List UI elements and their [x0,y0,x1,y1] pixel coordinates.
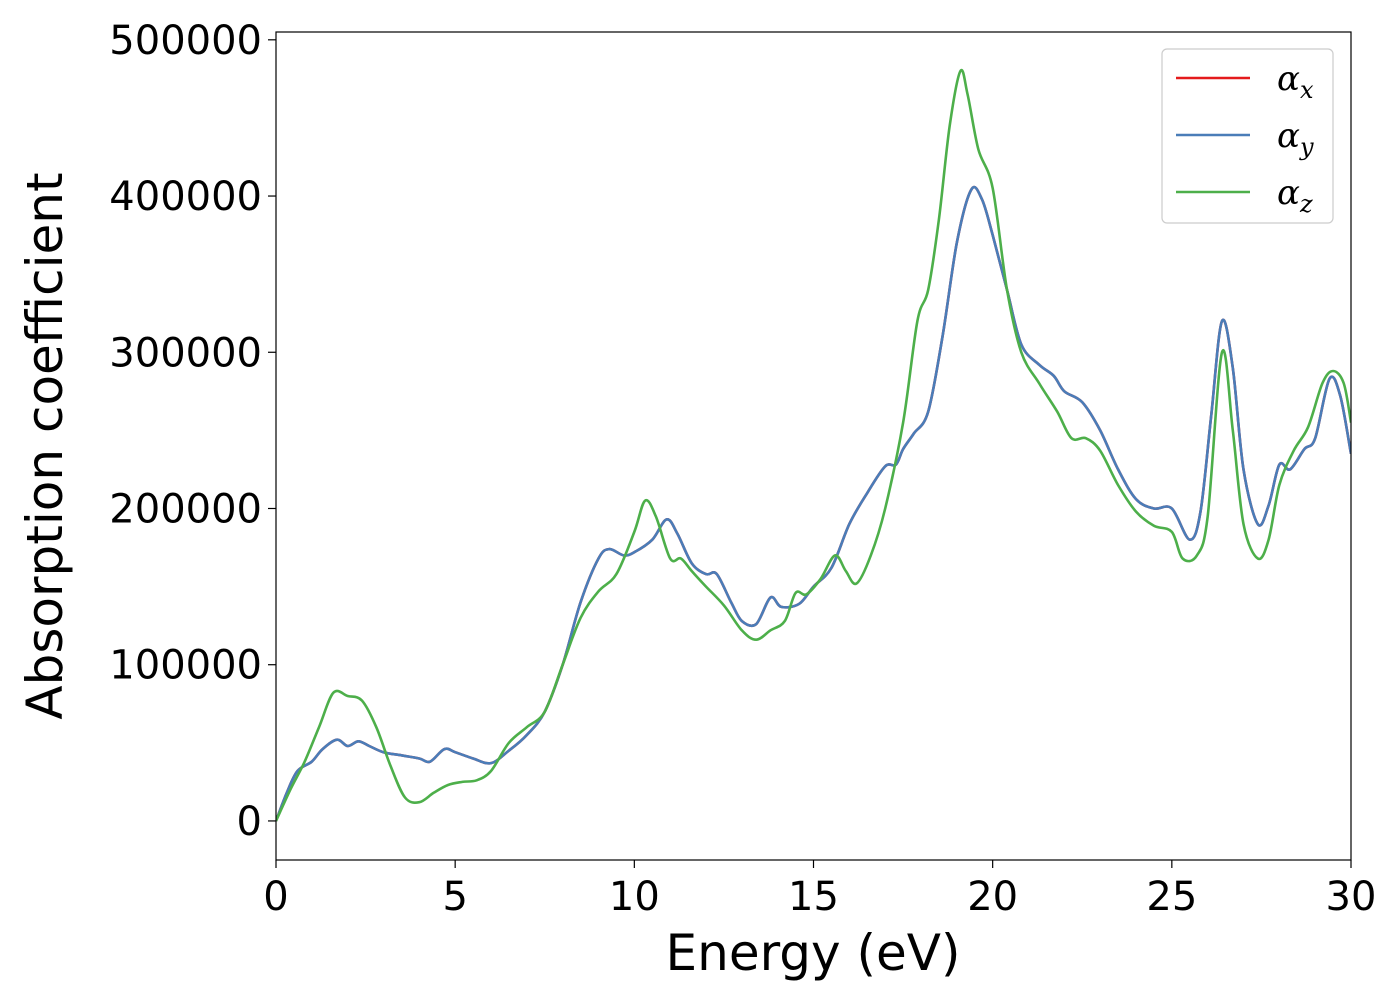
legend-label-z: αz [1277,173,1313,218]
series-layer [276,68,1351,822]
x-tick-label: 30 [1326,874,1377,920]
x-tick-label: 25 [1146,874,1197,920]
x-tick-label: 5 [442,874,467,920]
y-tick-label: 200000 [109,486,262,532]
x-tick-label: 0 [263,874,288,920]
x-tick-label: 15 [788,874,839,920]
series-line-z [276,68,1351,822]
series-line-y [276,185,1351,822]
legend: αx αy αz [1161,48,1334,224]
y-tick-label: 300000 [109,330,262,376]
y-tick-label: 0 [237,799,262,845]
y-tick-label: 500000 [109,18,262,64]
x-tick-label: 20 [967,874,1018,920]
y-tick-label: 400000 [109,174,262,220]
series-line-x [276,185,1351,822]
x-axis-label: Energy (eV) [666,924,961,982]
tick-layer: 0 5 10 15 20 25 30 0 100000 200000 300000 400000 500… [109,18,1376,920]
y-axis-label: Absorption coefficient [16,172,74,719]
y-tick-label: 100000 [109,643,262,689]
x-tick-label: 10 [609,874,660,920]
legend-label-x: αx [1277,59,1314,104]
legend-label-y: αy [1277,116,1314,161]
